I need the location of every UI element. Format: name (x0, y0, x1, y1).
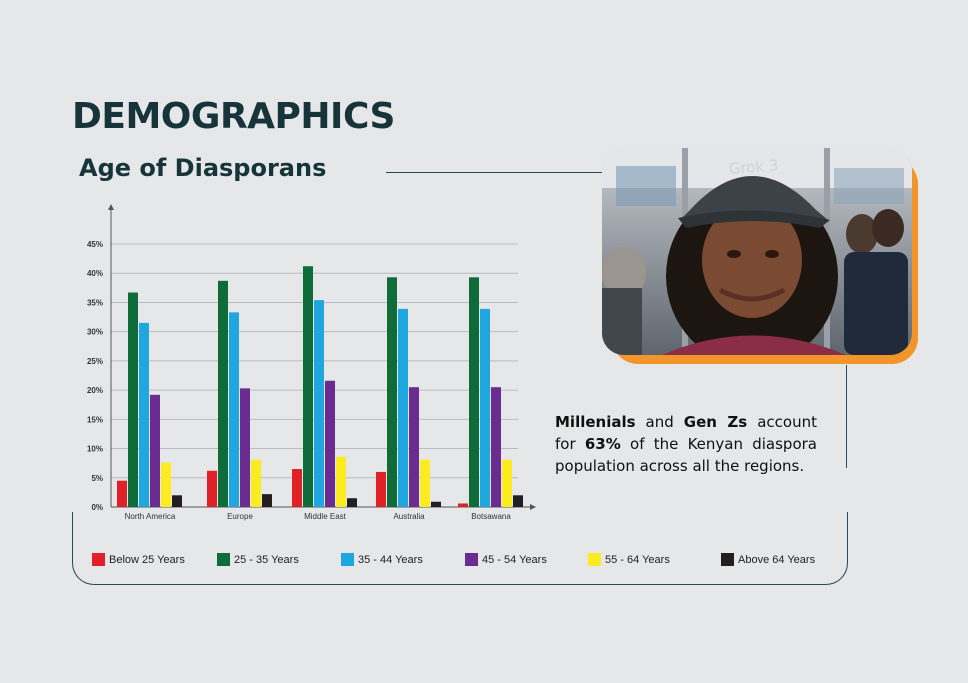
bar (325, 380, 335, 507)
bar (336, 456, 346, 507)
legend-swatch (721, 553, 734, 566)
y-tick-label: 10% (87, 445, 103, 454)
chart-legend: Below 25 Years 25 - 35 Years 35 - 44 Years… (92, 553, 832, 569)
bar (292, 469, 302, 507)
bar (398, 308, 408, 507)
frame-right-line (846, 365, 847, 468)
caption-text: Millenials and Gen Zs account for 63% of… (555, 413, 817, 475)
bar (207, 470, 217, 507)
bar (262, 494, 272, 507)
bar (161, 462, 171, 507)
x-tick-label: Middle East (304, 512, 347, 521)
connector-line (386, 172, 604, 173)
bar (469, 277, 479, 507)
chart-subheading: Age of Diasporans (79, 154, 327, 182)
bar (314, 300, 324, 507)
portrait-photo: Grok 3 (602, 148, 912, 355)
legend-label: 35 - 44 Years (358, 553, 423, 566)
bar (172, 495, 182, 507)
legend-item: Below 25 Years (92, 553, 185, 566)
photo-frame: Grok 3 (602, 148, 919, 365)
x-tick-label: Australia (393, 512, 425, 521)
y-tick-label: 5% (91, 474, 103, 483)
legend-item: 55 - 64 Years (588, 553, 670, 566)
legend-swatch (92, 553, 105, 566)
legend-label: Above 64 Years (738, 553, 816, 566)
page-heading: DEMOGRAPHICS (72, 96, 395, 137)
legend-swatch (465, 553, 478, 566)
bar (480, 308, 490, 507)
y-tick-label: 40% (87, 269, 103, 278)
y-axis-arrow (108, 204, 114, 210)
cap-text: Grok 3 (728, 156, 779, 177)
bar (420, 459, 430, 507)
bar (128, 292, 138, 507)
bar (117, 480, 127, 507)
bar (431, 501, 441, 507)
y-tick-label: 35% (87, 298, 103, 307)
bar (303, 266, 313, 507)
bar (458, 503, 468, 507)
legend-swatch (341, 553, 354, 566)
bar-chart: 0% 5% 10% 15% 20% 25% 30% 35% 40% 45% North Americ… (87, 204, 536, 521)
bar (150, 394, 160, 507)
legend-item: 35 - 44 Years (341, 553, 423, 566)
legend-item: 25 - 35 Years (217, 553, 299, 566)
y-tick-label: 15% (87, 415, 103, 424)
legend-swatch (588, 553, 601, 566)
bar (387, 277, 397, 507)
y-tick-label: 30% (87, 328, 103, 337)
bar (513, 495, 523, 507)
bar (376, 471, 386, 507)
legend-swatch (217, 553, 230, 566)
x-tick-label: North America (125, 512, 176, 521)
bar (139, 322, 149, 507)
bar (347, 498, 357, 507)
y-tick-label: 20% (87, 386, 103, 395)
frame-bottom (72, 512, 848, 585)
y-tick-label: 45% (87, 240, 103, 249)
legend-item: Above 64 Years (721, 553, 815, 566)
bar (229, 312, 239, 507)
y-tick-label: 25% (87, 357, 103, 366)
legend-label: Below 25 Years (109, 553, 185, 566)
x-tick-label: Botsawana (471, 512, 511, 521)
x-axis-arrow (530, 504, 536, 510)
y-tick-label: 0% (91, 503, 103, 512)
bar (491, 387, 501, 507)
bar (409, 387, 419, 507)
bar (251, 459, 261, 507)
bar (502, 459, 512, 507)
legend-label: 55 - 64 Years (605, 553, 670, 566)
legend-label: 45 - 54 Years (482, 553, 547, 566)
bar (218, 280, 228, 507)
x-tick-label: Europe (227, 512, 253, 521)
legend-label: 25 - 35 Years (234, 553, 299, 566)
bar (240, 388, 250, 507)
legend-item: 45 - 54 Years (465, 553, 547, 566)
